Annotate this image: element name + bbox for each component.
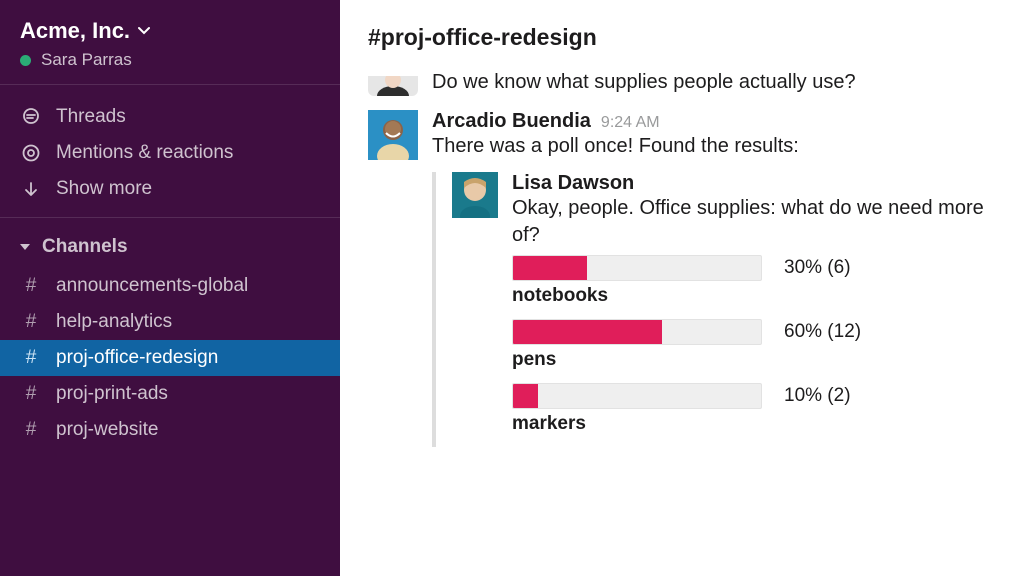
channel-label: proj-office-redesign	[56, 347, 218, 369]
channels-header[interactable]: Channels	[0, 230, 340, 268]
workspace-header[interactable]: Acme, Inc. Sara Parras	[0, 0, 340, 85]
poll-bar-row: 10% (2)	[512, 383, 996, 409]
channel-item[interactable]: # help-analytics	[0, 304, 340, 340]
poll-bar	[512, 383, 762, 409]
hash-icon: #	[20, 419, 42, 441]
message-row: Arcadio Buendia 9:24 AM There was a poll…	[368, 110, 996, 457]
poll: 30% (6) notebooks 60% (12) pens 10% (2) marke…	[512, 255, 996, 435]
avatar[interactable]	[368, 110, 418, 160]
nav-show-more-label: Show more	[56, 178, 152, 200]
poll-bar	[512, 255, 762, 281]
message-row-prev: Do we know what supplies people actually…	[368, 69, 996, 96]
workspace-name-row[interactable]: Acme, Inc.	[20, 18, 320, 44]
nav-mentions-label: Mentions & reactions	[56, 142, 233, 164]
avatar[interactable]	[368, 76, 418, 96]
poll-label: notebooks	[512, 285, 996, 307]
channel-label: announcements-global	[56, 275, 248, 297]
channels-header-label: Channels	[42, 236, 128, 258]
message-time: 9:24 AM	[601, 114, 660, 132]
message-list: Do we know what supplies people actually…	[340, 69, 1024, 471]
message-text: There was a poll once! Found the results…	[432, 133, 996, 160]
nav-show-more[interactable]: Show more	[0, 171, 340, 207]
poll-label: pens	[512, 349, 996, 371]
channels-section: Channels # announcements-global # help-anal…	[0, 218, 340, 448]
poll-stat: 60% (12)	[784, 321, 861, 343]
channel-label: proj-website	[56, 419, 158, 441]
poll-bar-fill	[513, 384, 538, 408]
message-text: Do we know what supplies people actually…	[432, 69, 996, 96]
nav-threads[interactable]: Threads	[0, 99, 340, 135]
channel-label: proj-print-ads	[56, 383, 168, 405]
poll-label: markers	[512, 413, 996, 435]
caret-down-icon	[20, 242, 30, 252]
poll-stat: 10% (2)	[784, 385, 851, 407]
channel-item[interactable]: # proj-office-redesign	[0, 340, 340, 376]
hash-icon: #	[20, 383, 42, 405]
show-more-icon	[20, 178, 42, 200]
quoted-author[interactable]: Lisa Dawson	[512, 172, 996, 195]
channel-label: help-analytics	[56, 311, 172, 333]
channel-list: # announcements-global # help-analytics # pro…	[0, 268, 340, 448]
poll-bar-row: 30% (6)	[512, 255, 996, 281]
sidebar: Acme, Inc. Sara Parras Threads Mentions …	[0, 0, 340, 576]
poll-bar-fill	[513, 320, 662, 344]
avatar[interactable]	[452, 172, 498, 218]
poll-option[interactable]: 30% (6) notebooks	[512, 255, 996, 307]
hash-icon: #	[20, 347, 42, 369]
chevron-down-icon	[138, 25, 150, 37]
current-user-name: Sara Parras	[41, 50, 132, 70]
current-user-row[interactable]: Sara Parras	[20, 50, 320, 70]
nav-threads-label: Threads	[56, 106, 126, 128]
channel-header[interactable]: #proj-office-redesign	[340, 0, 1024, 69]
quoted-message: Lisa Dawson Okay, people. Office supplie…	[432, 172, 996, 447]
channel-item[interactable]: # proj-print-ads	[0, 376, 340, 412]
nav-section: Threads Mentions & reactions Show more	[0, 85, 340, 218]
poll-option[interactable]: 10% (2) markers	[512, 383, 996, 435]
presence-indicator-icon	[20, 55, 31, 66]
mentions-icon	[20, 142, 42, 164]
channel-item[interactable]: # proj-website	[0, 412, 340, 448]
workspace-name: Acme, Inc.	[20, 18, 130, 44]
poll-bar-row: 60% (12)	[512, 319, 996, 345]
channel-item[interactable]: # announcements-global	[0, 268, 340, 304]
poll-bar-fill	[513, 256, 587, 280]
poll-bar	[512, 319, 762, 345]
nav-mentions[interactable]: Mentions & reactions	[0, 135, 340, 171]
message-author[interactable]: Arcadio Buendia	[432, 110, 591, 133]
main-panel: #proj-office-redesign Do we know what su…	[340, 0, 1024, 576]
poll-option[interactable]: 60% (12) pens	[512, 319, 996, 371]
hash-icon: #	[20, 311, 42, 333]
hash-icon: #	[20, 275, 42, 297]
poll-stat: 30% (6)	[784, 257, 851, 279]
message-header: Arcadio Buendia 9:24 AM	[432, 110, 996, 133]
quoted-text: Okay, people. Office supplies: what do w…	[512, 195, 996, 249]
channel-title: #proj-office-redesign	[368, 24, 996, 51]
threads-icon	[20, 106, 42, 128]
